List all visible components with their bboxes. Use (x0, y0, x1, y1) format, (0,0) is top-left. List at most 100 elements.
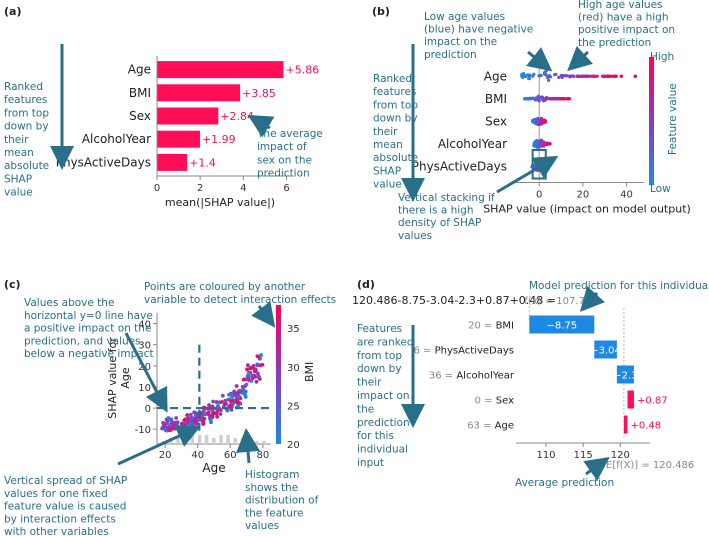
dependence-point (166, 416, 171, 420)
histogram-bar (255, 441, 259, 444)
dependence-point (216, 404, 220, 408)
bar-age (157, 61, 284, 79)
y-tick-label: 30 (138, 341, 151, 352)
beeswarm-category-label: PhysActiveDays (412, 159, 507, 173)
dependence-point (241, 391, 246, 396)
beeswarm-category-label: BMI (485, 92, 507, 106)
dependence-point (188, 416, 193, 421)
dependence-point (201, 422, 205, 426)
annotation-vertical-stacking-line: there is a high (398, 205, 474, 217)
dependence-point (182, 422, 187, 427)
beeswarm-point-age (583, 74, 587, 78)
annotation-ranked-features-line: from top (4, 107, 49, 119)
annotation-features-ranked-line: are ranked (357, 336, 414, 348)
zero-line-arrow (124, 332, 168, 413)
waterfall-feature-value: 6 = (414, 346, 435, 357)
dependence-point (255, 363, 260, 368)
dependence-point (255, 354, 260, 359)
panel-label-a: (a) (4, 5, 21, 18)
annotation-histogram-line: shows the (245, 482, 298, 494)
annotation-features-ranked-line: individual (357, 444, 408, 456)
annotation-low-age-line: (blue) have negative (424, 24, 533, 36)
beeswarm-point-age (604, 74, 609, 78)
dependence-point (231, 402, 235, 406)
beeswarm-point-age (547, 74, 551, 78)
annotation-histogram-line: distribution of (245, 495, 319, 507)
beeswarm-point-sex (532, 120, 536, 124)
annotation-vertical-spread-line: by interaction effects (4, 513, 116, 525)
dependence-point (202, 408, 206, 413)
dependence-point (169, 418, 174, 423)
annotation-zero-line-line: below a negative impact (24, 348, 154, 360)
beeswarm-point-age (607, 74, 611, 78)
colorbar-tick-label: 20 (287, 440, 300, 451)
annotation-features-ranked-line: impact on (357, 390, 410, 402)
beeswarm-point-bmi (540, 95, 545, 99)
dependence-point (170, 426, 175, 431)
waterfall-bar-label: +0.48 (631, 421, 662, 432)
waterfall-feature-value: 0 = (475, 396, 496, 407)
annotation-features-ranked-line: Features (357, 323, 402, 335)
beeswarm-point-age (567, 74, 571, 78)
dependence-point (244, 382, 249, 387)
beeswarm-point-physactivedays (539, 168, 543, 172)
dependence-point (177, 426, 182, 430)
histogram-bar (190, 435, 195, 444)
annotation-ranked-features-line: their (373, 126, 398, 138)
x-tick-label: 6 (283, 183, 289, 194)
histogram-bar (204, 435, 209, 444)
beeswarm-point-bmi (553, 97, 557, 101)
annotation-average-impact-line: The average (256, 128, 323, 140)
dependence-point (249, 378, 254, 383)
colorbar (649, 57, 654, 185)
average-impact-arrow (247, 114, 275, 138)
y-tick-label: 0 (145, 404, 151, 415)
annotation-features-ranked-line: down by (357, 363, 402, 375)
beeswarm-point-age (546, 78, 551, 82)
x-tick-label: 20 (159, 450, 172, 461)
colorbar-tick-label: 25 (287, 401, 300, 412)
dependence-point (201, 412, 206, 416)
waterfall-feature-label: 36 = AlcoholYear (429, 371, 515, 382)
dependence-point (235, 390, 240, 395)
histogram-bar (240, 438, 245, 444)
x-axis-title: mean(|SHAP value|) (165, 196, 275, 209)
annotation-vertical-stacking-line: density of SHAP (398, 217, 481, 229)
panel-d-waterfall: 120.486-8.75-3.04-2.3+0.87+0.48 =f(x) = … (352, 280, 709, 489)
beeswarm-point-age (557, 75, 561, 79)
dependence-point (166, 425, 170, 430)
bar-bmi (157, 84, 241, 102)
dependence-point (258, 363, 263, 368)
annotation-zero-line-line: prediction, and values (24, 335, 141, 347)
dependence-point (256, 371, 260, 376)
annotation-vertical-spread-line: with other variables (4, 526, 109, 536)
histogram-bar (212, 438, 216, 444)
beeswarm-point-age (613, 74, 617, 78)
dependence-point (228, 392, 232, 397)
beeswarm-category-label: AlcoholYear (438, 137, 507, 151)
dependence-point (223, 398, 228, 403)
beeswarm-point-sex (543, 120, 547, 124)
annotation-average-impact-line: impact of (257, 141, 307, 153)
dependence-point (230, 395, 235, 400)
bar-value-label: +2.84 (220, 110, 254, 123)
annotation-histogram-line: the feature (245, 507, 303, 519)
beeswarm-point-age (571, 74, 575, 78)
histogram-bar (183, 435, 187, 444)
waterfall-bar (623, 415, 628, 434)
annotation-features-ranked-line: for this (357, 430, 394, 442)
dependence-point (234, 384, 239, 388)
annotation-ranked-features-line: value (373, 179, 402, 191)
beeswarm-point-age (565, 74, 569, 78)
beeswarm-point-bmi (543, 97, 547, 102)
histogram-bar (262, 441, 266, 444)
dependence-point (185, 417, 190, 421)
bar-value-label: +3.85 (242, 87, 276, 100)
beeswarm-point-age (554, 72, 558, 76)
annotation-vertical-stacking-line: values (398, 230, 432, 242)
annotation-histogram-line: Histogram (245, 469, 299, 481)
dependence-point (193, 417, 198, 421)
x-tick-label: 2 (197, 183, 203, 194)
waterfall-feature-label: 6 = PhysActiveDays (414, 346, 515, 357)
vertical-spread-arrow (117, 425, 201, 466)
